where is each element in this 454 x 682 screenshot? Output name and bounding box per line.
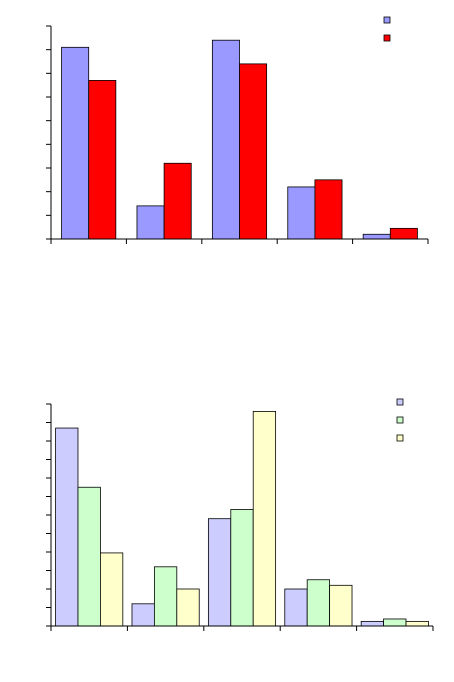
bar-chart-bottom (46, 398, 434, 631)
bar-series-1-category-3 (211, 39, 240, 240)
bar-series-1-category-5 (360, 620, 384, 627)
bar-series-2-category-5 (383, 618, 407, 627)
bar-series-3-category-1 (100, 552, 124, 627)
bar-series-3-category-2 (176, 588, 200, 627)
bar-series-3-category-5 (405, 620, 429, 627)
bar-series-2-category-4 (306, 579, 331, 627)
bar-series-1-category-4 (287, 186, 316, 240)
bar-series-2-category-5 (389, 227, 418, 240)
bar-series-1-category-2 (131, 603, 155, 627)
bar-series-2-category-2 (153, 566, 178, 627)
legend-swatch-series-2 (383, 34, 391, 42)
bar-series-1-category-1 (55, 427, 79, 627)
legend (396, 398, 404, 442)
bar-series-1-category-1 (61, 46, 90, 240)
bar-series-2-category-3 (239, 63, 268, 240)
bar-series-1-category-3 (207, 518, 232, 627)
bar-series-3-category-4 (329, 584, 353, 627)
legend-swatch-series-1 (383, 16, 391, 24)
bar-series-1-category-2 (136, 205, 165, 240)
bar-series-2-category-2 (163, 162, 192, 240)
bar-chart-top (46, 16, 429, 244)
legend (383, 16, 391, 42)
legend-swatch-series-2 (396, 416, 404, 424)
bar-series-2-category-1 (88, 80, 117, 240)
bar-series-2-category-4 (314, 179, 343, 240)
bar-series-2-category-3 (230, 509, 254, 627)
bar-series-1-category-4 (284, 588, 308, 627)
legend-swatch-series-3 (396, 434, 404, 442)
bar-series-3-category-3 (252, 410, 277, 627)
bar-series-2-category-1 (77, 486, 101, 627)
bar-series-1-category-5 (362, 233, 391, 240)
legend-swatch-series-1 (396, 398, 404, 406)
